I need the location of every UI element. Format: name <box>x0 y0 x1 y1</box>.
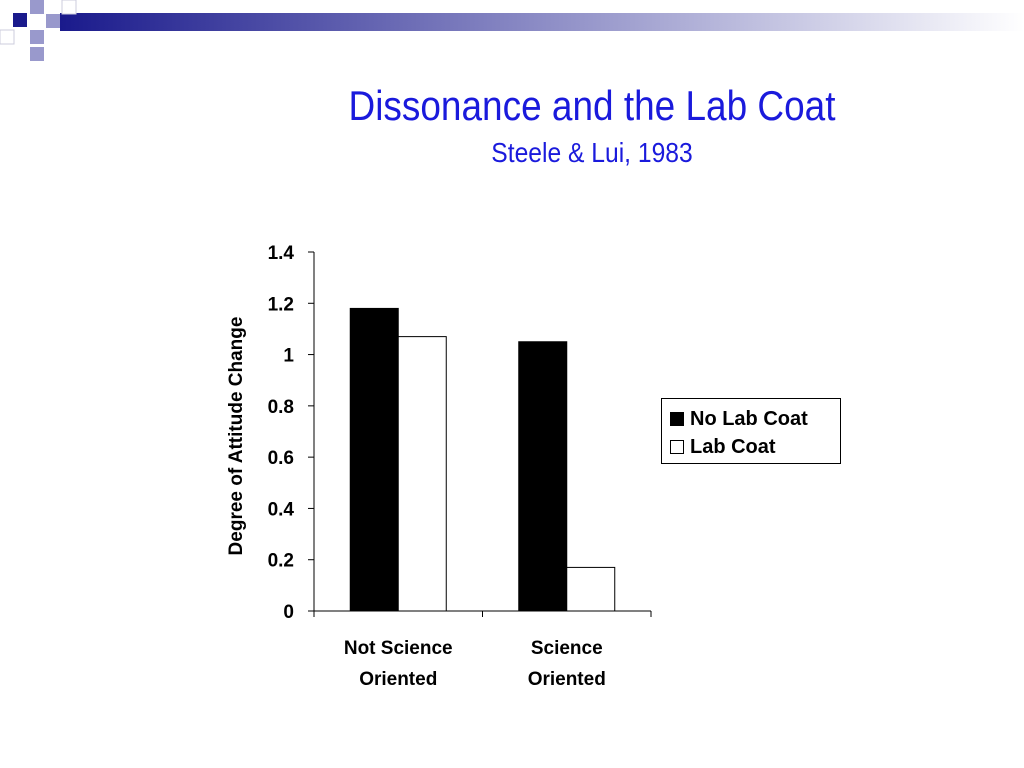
legend-label: Lab Coat <box>690 435 776 458</box>
x-tick-label: Not Science <box>344 638 453 659</box>
legend-swatch-lab-coat <box>670 440 684 454</box>
slide-subtitle: Steele & Lui, 1983 <box>491 137 693 168</box>
header-decoration <box>0 0 1024 61</box>
deco-square <box>30 47 44 61</box>
y-tick-label: 0.2 <box>268 551 294 572</box>
deco-square <box>30 0 44 14</box>
legend-item-no-lab-coat: No Lab Coat <box>670 405 840 433</box>
x-tick-label: Science <box>531 638 603 659</box>
slide-title: Dissonance and the Lab Coat <box>348 82 836 129</box>
deco-square <box>13 13 27 27</box>
y-tick-label: 0 <box>283 602 294 623</box>
deco-square <box>30 30 44 44</box>
y-tick-label: 1.2 <box>268 294 294 315</box>
bar-lab-coat <box>566 566 616 612</box>
y-tick-label: 1.4 <box>268 243 295 264</box>
bar-lab-coat <box>397 336 447 612</box>
header-gradient-bar <box>60 13 1024 31</box>
deco-square <box>61 0 77 15</box>
legend-label: No Lab Coat <box>690 407 808 430</box>
chart-legend: No Lab Coat Lab Coat <box>661 398 841 464</box>
bar-no-lab-coat <box>349 307 399 612</box>
title-block: Dissonance and the Lab Coat Steele & Lui… <box>80 80 1024 170</box>
legend-swatch-no-lab-coat <box>670 412 684 426</box>
bar-no-lab-coat <box>518 341 568 612</box>
x-tick-label: Oriented <box>528 669 606 690</box>
y-tick-label: 0.6 <box>268 448 294 469</box>
deco-square <box>0 29 15 45</box>
y-tick-label: 0.4 <box>268 499 295 520</box>
legend-item-lab-coat: Lab Coat <box>670 433 840 461</box>
deco-square <box>46 14 60 28</box>
x-tick-label: Oriented <box>359 669 437 690</box>
y-axis-label: Degree of Attitude Change <box>226 317 247 556</box>
y-tick-label: 0.8 <box>268 397 294 418</box>
y-tick-label: 1 <box>283 346 294 367</box>
